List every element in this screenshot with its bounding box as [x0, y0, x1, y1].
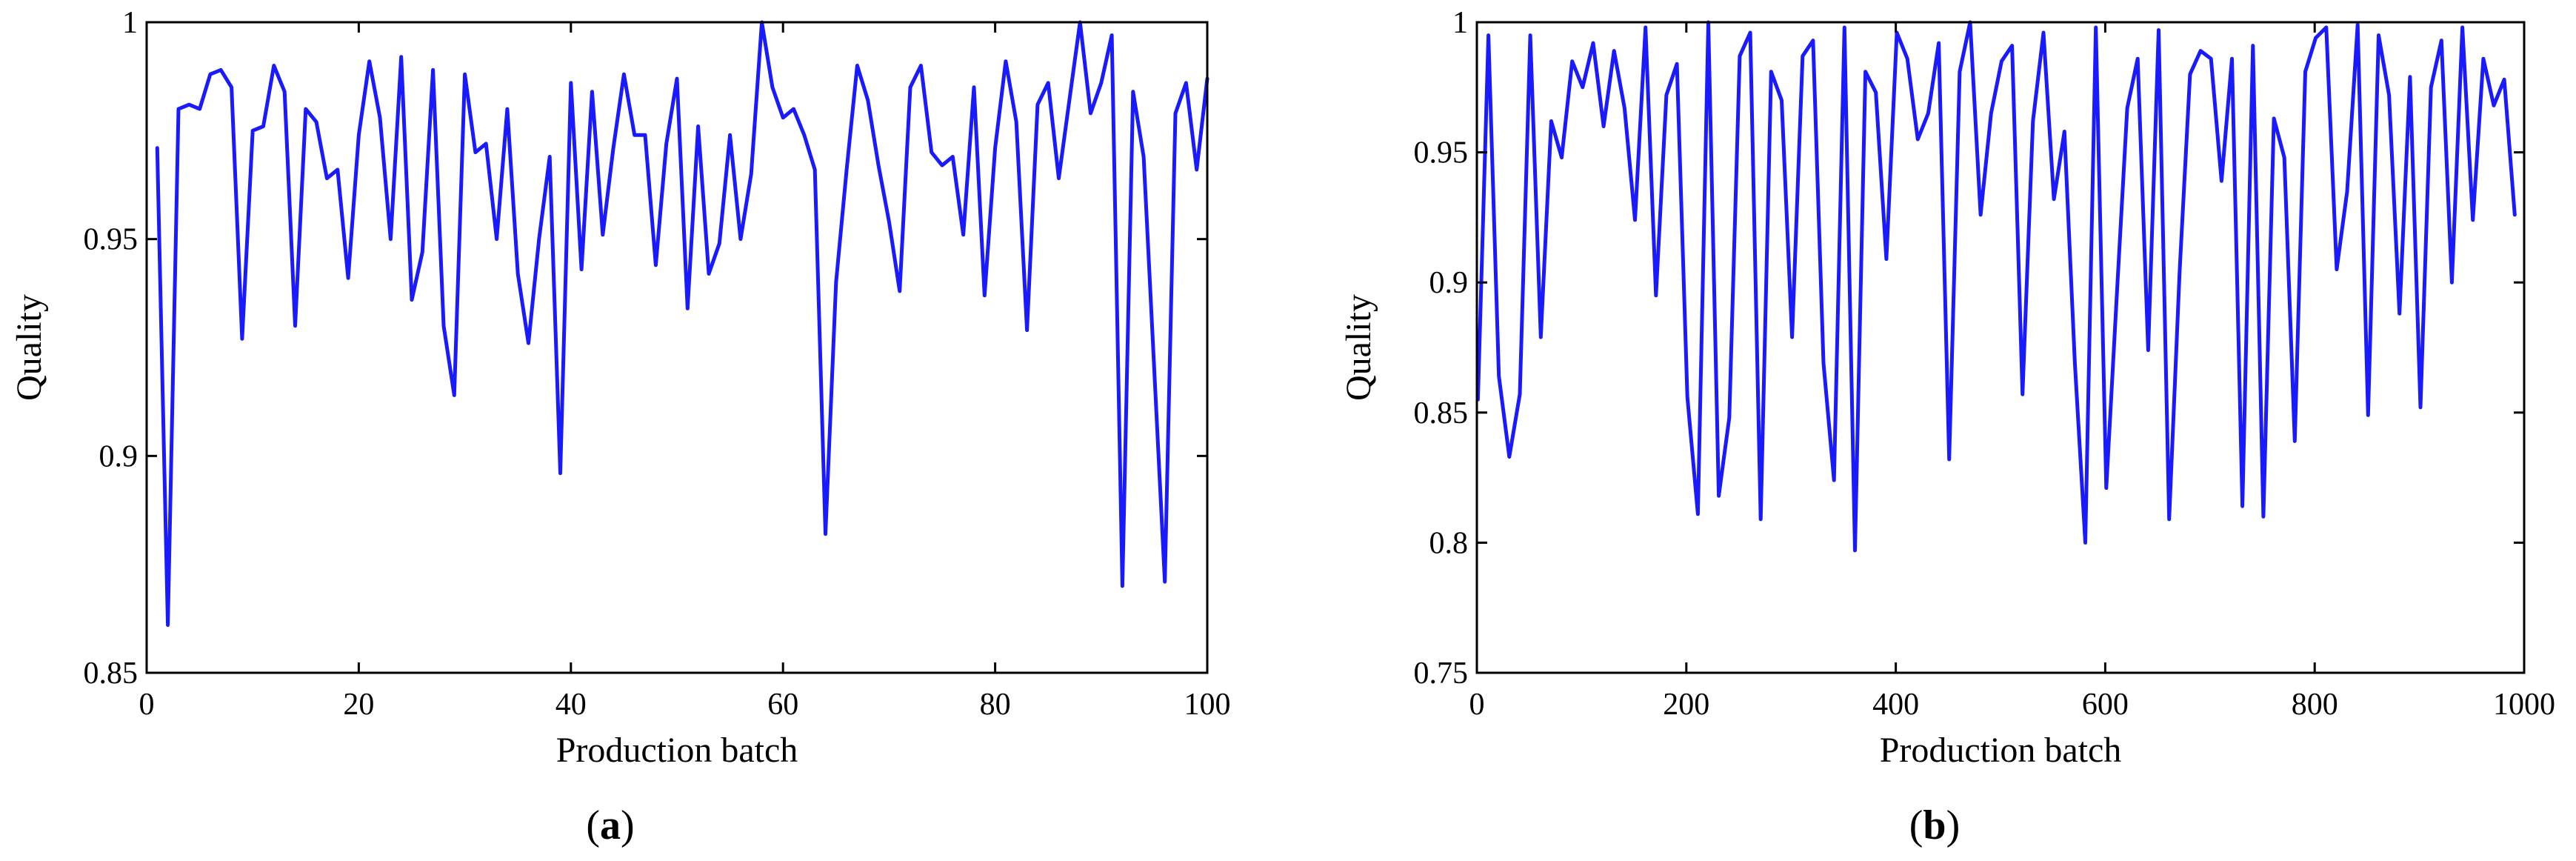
panel-b-axes-frame: [1475, 21, 2526, 674]
panel-a-x-tick-label: 40: [555, 688, 587, 722]
panel-a-y-tick-label: 0.9: [99, 439, 139, 473]
chart-panel-b: 0 200 400 600 800 1000 0.75 0.8 0.85 0.9 0.95 1 Prod…: [1339, 6, 2555, 848]
panel-a-label-letter: a: [600, 802, 621, 848]
panel-a-x-tick-label: 20: [343, 688, 374, 722]
panel-a-y-tick-label: 1: [122, 6, 138, 40]
panel-a-axes-frame: [145, 21, 1209, 674]
panel-a-x-tick-label: 0: [139, 688, 155, 722]
panel-a-x-tick-label: 60: [767, 688, 798, 722]
panel-b-y-tick-label: 0.95: [1414, 136, 1469, 170]
panel-b-x-tick-label: 800: [2292, 688, 2338, 722]
panel-b-y-tick-label: 0.8: [1429, 526, 1469, 560]
panel-a-y-tick-label: 0.85: [84, 656, 139, 691]
panel-b-y-tick-label: 1: [1452, 6, 1468, 40]
panel-b-y-axis-label: Quality: [1339, 294, 1378, 401]
panel-a-series-line: [155, 20, 1209, 628]
panel-b-label: (b): [1909, 802, 1960, 848]
panel-b-x-tick-label: 0: [1469, 688, 1485, 722]
panel-a-x-tick-label: 80: [980, 688, 1011, 722]
panel-a-x-tick-label: 100: [1184, 688, 1231, 722]
panel-b-x-axis-label: Production batch: [1880, 731, 2122, 770]
panel-a-x-axis-label: Production batch: [556, 731, 798, 770]
panel-b-x-tick-label: 600: [2082, 688, 2129, 722]
chart-panel-a: 0 20 40 60 80 100 0.85 0.9 0.95 1 Production batch…: [10, 6, 1231, 848]
panel-a-y-tick-label: 0.95: [84, 223, 139, 257]
panel-b-y-tick-label: 0.85: [1414, 396, 1469, 430]
panel-b-label-letter: b: [1923, 802, 1946, 848]
panel-b-y-tick-label: 0.75: [1414, 656, 1469, 691]
panel-b-series-line: [1475, 20, 2517, 553]
panel-b-y-tick-label: 0.9: [1429, 266, 1469, 300]
panel-b-x-tick-label: 1000: [2493, 688, 2555, 722]
panel-a-y-axis-label: Quality: [10, 294, 49, 401]
panel-b-x-tick-label: 200: [1663, 688, 1709, 722]
panel-b-x-tick-label: 400: [1872, 688, 1919, 722]
panel-a-label: (a): [586, 802, 634, 848]
